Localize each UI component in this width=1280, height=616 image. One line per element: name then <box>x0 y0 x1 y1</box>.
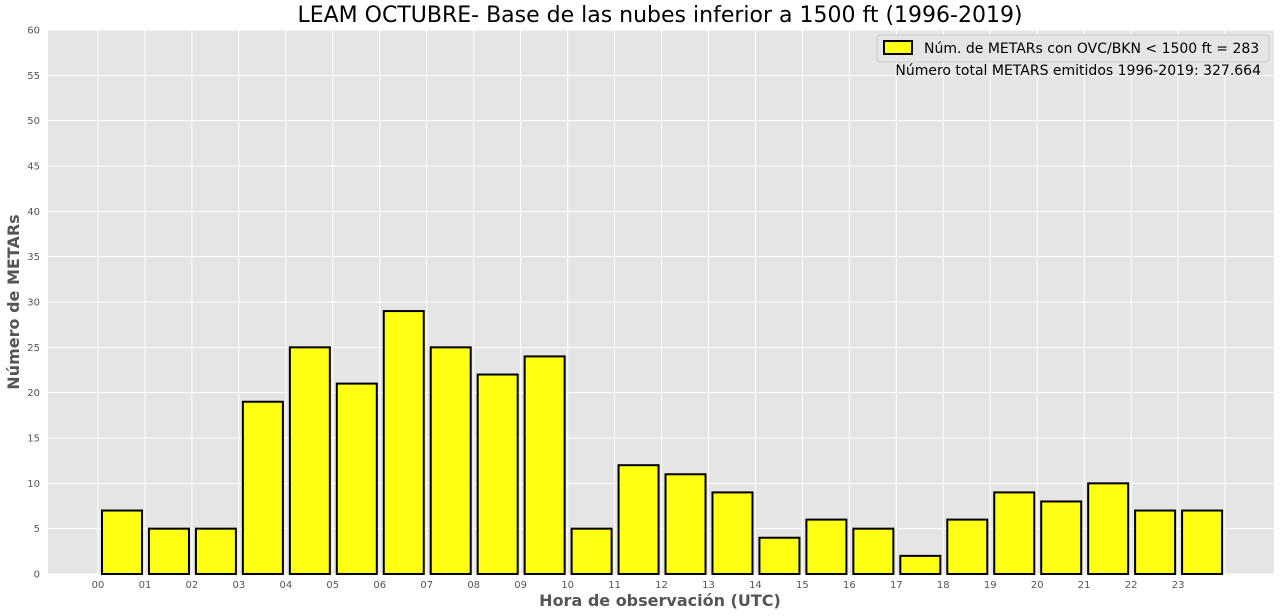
x-tick-label: 19 <box>984 580 997 591</box>
x-tick-label: 02 <box>186 580 199 591</box>
bar-20 <box>1040 500 1083 576</box>
bar-11 <box>617 464 660 576</box>
x-tick-label: 20 <box>1031 580 1044 591</box>
y-tick-label: 20 <box>27 388 40 399</box>
bars <box>101 310 1224 576</box>
bar-01 <box>147 527 190 576</box>
x-tick-label: 18 <box>937 580 950 591</box>
bar-23 <box>1181 509 1224 575</box>
x-tick-labels: 00 01 02 03 04 05 06 07 08 09 10 11 12 13 14 15 16 17 18 19… <box>92 580 1185 591</box>
y-tick-labels: 0 5 10 15 20 25 30 35 40 45 50 55 60 <box>27 26 40 581</box>
x-tick-label: 23 <box>1172 580 1185 591</box>
y-tick-label: 55 <box>27 71 40 82</box>
x-tick-label: 16 <box>843 580 856 591</box>
x-tick-label: 13 <box>702 580 715 591</box>
bar-13 <box>711 491 754 575</box>
bar-04 <box>288 346 331 576</box>
legend-series-label: Núm. de METARs con OVC/BKN < 1500 ft = 2… <box>924 41 1259 57</box>
x-tick-label: 08 <box>467 580 480 591</box>
x-tick-label: 11 <box>608 580 621 591</box>
y-tick-label: 60 <box>27 26 40 37</box>
y-tick-label: 0 <box>34 570 40 581</box>
x-tick-label: 09 <box>514 580 527 591</box>
bar-19 <box>993 491 1036 575</box>
y-tick-label: 40 <box>27 207 40 218</box>
x-tick-label: 05 <box>326 580 339 591</box>
x-tick-label: 15 <box>796 580 809 591</box>
legend-box <box>876 34 1270 63</box>
x-tick-label: 01 <box>139 580 152 591</box>
x-tick-label: 22 <box>1125 580 1138 591</box>
bar-22 <box>1134 509 1177 575</box>
x-tick-label: 14 <box>749 580 762 591</box>
bar-21 <box>1087 482 1130 576</box>
x-tick-label: 17 <box>890 580 903 591</box>
y-tick-label: 45 <box>27 162 40 173</box>
bar-08 <box>476 373 519 575</box>
y-axis-label: Número de METARs <box>4 214 23 389</box>
x-tick-label: 00 <box>92 580 105 591</box>
y-tick-label: 5 <box>34 524 40 535</box>
bar-16 <box>852 527 895 576</box>
x-tick-label: 21 <box>1078 580 1091 591</box>
legend: Núm. de METARs con OVC/BKN < 1500 ft = 2… <box>876 34 1270 79</box>
bar-14 <box>758 536 801 576</box>
x-tick-label: 06 <box>373 580 386 591</box>
y-tick-label: 30 <box>27 298 40 309</box>
legend-note: Número total METARS emitidos 1996-2019: … <box>895 63 1261 79</box>
bar-09 <box>523 355 566 575</box>
legend-swatch <box>883 40 913 55</box>
x-tick-label: 04 <box>279 580 292 591</box>
x-tick-label: 10 <box>561 580 574 591</box>
bar-02 <box>194 527 237 576</box>
x-axis-label: Hora de observación (UTC) <box>539 591 781 610</box>
x-tick-label: 07 <box>420 580 433 591</box>
bar-05 <box>335 382 378 575</box>
bar-18 <box>946 518 989 575</box>
y-tick-label: 50 <box>27 116 40 127</box>
y-tick-label: 10 <box>27 479 40 490</box>
bar-00 <box>101 509 143 575</box>
x-tick-label: 12 <box>655 580 668 591</box>
bar-07 <box>429 346 472 576</box>
bar-12 <box>664 473 707 575</box>
bar-06 <box>382 310 425 575</box>
bar-10 <box>570 527 613 576</box>
chart-title: LEAM OCTUBRE- Base de las nubes inferior… <box>297 3 1022 28</box>
bar-17 <box>899 554 942 575</box>
y-tick-label: 15 <box>27 434 40 445</box>
y-tick-label: 35 <box>27 252 40 263</box>
bar-03 <box>241 400 284 575</box>
y-tick-label: 25 <box>27 343 40 354</box>
bar-15 <box>805 518 848 575</box>
x-tick-label: 03 <box>233 580 246 591</box>
